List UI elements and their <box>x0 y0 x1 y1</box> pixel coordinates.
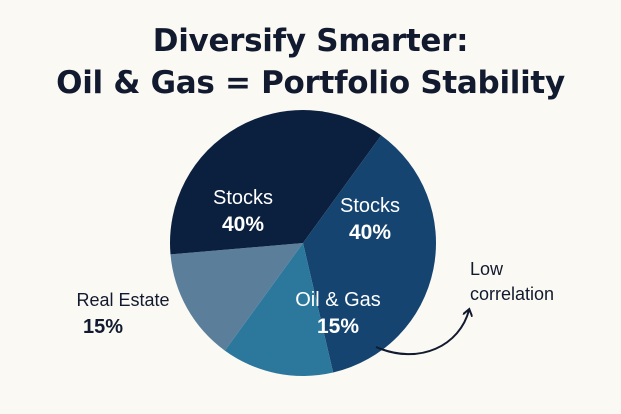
slice-value-real-estate: 15% <box>83 316 123 338</box>
slice-value-stocks-left: 40% <box>222 213 264 236</box>
annotation-line-1: Low <box>470 259 504 279</box>
slice-value-stocks-right: 40% <box>349 221 391 244</box>
slice-label-oil-gas: Oil & Gas <box>295 289 381 311</box>
pie-slice-real-estate <box>170 243 303 351</box>
slice-label-real-estate: Real Estate <box>76 290 169 310</box>
slice-label-stocks-right: Stocks <box>340 195 400 217</box>
slice-label-stocks-left: Stocks <box>213 187 273 209</box>
pie-slices <box>170 109 436 376</box>
pie-slice-oil-gas <box>224 243 334 376</box>
slice-value-oil-gas: 15% <box>317 315 359 338</box>
chart-title: Diversify Smarter: Oil & Gas = Portfolio… <box>0 20 621 104</box>
pie-slice-stocks-left <box>170 109 382 255</box>
chart-title-line-1: Diversify Smarter: <box>152 23 469 59</box>
pie-slice-stocks-right <box>303 135 436 373</box>
chart-title-line-2: Oil & Gas = Portfolio Stability <box>56 65 565 101</box>
annotation-arrow <box>375 310 469 356</box>
annotation-line-2: correlation <box>470 284 554 304</box>
